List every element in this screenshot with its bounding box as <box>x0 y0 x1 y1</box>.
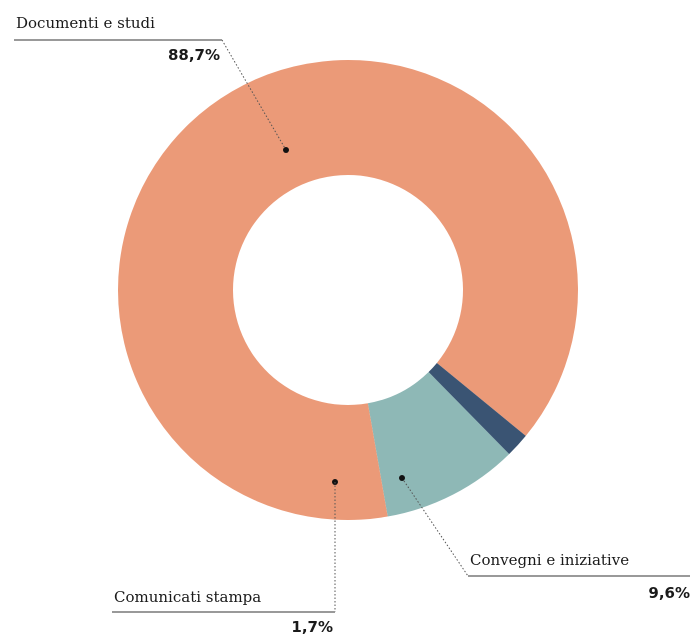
slice-label-documenti: Documenti e studi <box>16 14 155 32</box>
slice-value-convegni: 9,6% <box>648 584 690 602</box>
donut-slice-comunicati <box>428 362 526 455</box>
donut-slice-documenti <box>117 59 578 520</box>
leader-line-documenti <box>221 39 287 151</box>
slice-value-comunicati: 1,7% <box>291 618 333 636</box>
annotations-layer: Documenti e studi 88,7% Convegni e inizi… <box>14 14 690 636</box>
slice-value-documenti: 88,7% <box>168 46 220 64</box>
slices-layer <box>117 59 578 520</box>
leader-dot-convegni <box>399 475 405 481</box>
slice-label-convegni: Convegni e iniziative <box>470 551 629 569</box>
leader-line-convegni <box>401 477 469 577</box>
leader-dot-documenti <box>283 147 289 153</box>
slice-label-comunicati: Comunicati stampa <box>114 588 261 606</box>
